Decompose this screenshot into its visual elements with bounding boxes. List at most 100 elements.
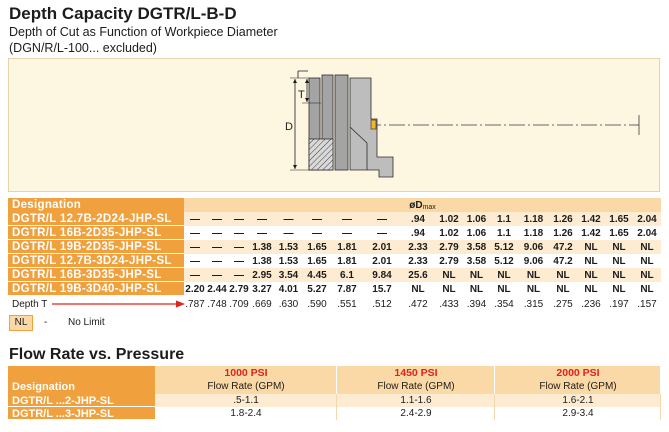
depth-t-value-cell: .157 xyxy=(633,296,662,312)
depth-value-cell: — xyxy=(184,254,206,268)
depth-value-cell: 1.26 xyxy=(549,212,577,226)
workpiece-disc xyxy=(334,74,349,171)
depth-value-cell: NL xyxy=(605,254,633,268)
depth-value-cell: — xyxy=(228,226,250,240)
depth-table-header: Designation øDmax xyxy=(8,198,662,212)
depth-value-cell: 4.01 xyxy=(274,282,303,296)
depth-t-value-cell: .590 xyxy=(303,296,331,312)
flow-value-cell: 2.9-3.4 xyxy=(495,407,661,420)
tool-diagram: T D xyxy=(285,70,640,178)
depth-value-cell: — xyxy=(206,240,228,254)
exclusion-note: (DGN/R/L-100... excluded) xyxy=(9,41,157,55)
depth-value-cell: — xyxy=(331,226,363,240)
depth-table-row: DGTR/L 12.7B-2D24-JHP-SL — — — — — — — — .94 1.02 1… xyxy=(8,212,662,226)
depth-value-cell: 1.02 xyxy=(435,212,463,226)
depth-value-cell: 1.53 xyxy=(274,240,303,254)
designation-cell: DGTR/L 16B-3D35-JHP-SL xyxy=(8,268,184,282)
depth-table-row: DGTR/L 12.7B-3D24-JHP-SL — — —1.38 1.53 1.65 1… xyxy=(8,254,662,268)
legend-meaning: No Limit xyxy=(68,317,105,328)
depth-value-cell: — xyxy=(184,268,206,282)
depth-value-cell: 9.84 xyxy=(363,268,401,282)
depth-t-value-cell: .748 xyxy=(206,296,228,312)
cutting-insert xyxy=(370,119,377,130)
depth-value-cell: 2.04 xyxy=(633,212,662,226)
pressure-column-header: 2000 PSI Flow Rate (GPM) xyxy=(495,366,661,394)
depth-t-value-cell: .512 xyxy=(363,296,401,312)
depth-value-cell: NL xyxy=(518,268,549,282)
flow-table-header: Designation 1000 PSI Flow Rate (GPM) 145… xyxy=(8,366,661,394)
dmax-header-main: øD xyxy=(409,199,423,211)
depth-value-cell: 2.20 xyxy=(184,282,206,296)
tool-clearance-edge xyxy=(349,126,368,170)
dimension-d: D xyxy=(285,77,309,171)
depth-value-cell: 2.79 xyxy=(435,240,463,254)
depth-table-row: DGTR/L 19B-3D40-JHP-SL 2.20 2.44 2.79 3.27 4.… xyxy=(8,282,662,296)
depth-value-cell: NL xyxy=(605,268,633,282)
depth-value-cell: — xyxy=(228,254,250,268)
depth-value-cell: — xyxy=(274,226,303,240)
depth-value-cell: 4.45 xyxy=(303,268,331,282)
depth-value-cell: 2.01 xyxy=(363,254,401,268)
depth-value-cell: 3.54 xyxy=(274,268,303,282)
depth-value-cell: — xyxy=(228,268,250,282)
depth-value-cell: NL xyxy=(463,282,490,296)
flow-table-row: DGTR/L ...2-JHP-SL .5-1.1 1.1-1.6 1.6-2.… xyxy=(8,394,661,407)
depth-value-cell: NL xyxy=(549,268,577,282)
depth-value-cell: 1.65 xyxy=(605,212,633,226)
designation-cell: DGTR/L 19B-2D35-JHP-SL xyxy=(8,240,184,254)
depth-value-cell: NL xyxy=(577,282,605,296)
depth-t-value-cell: .787 xyxy=(184,296,206,312)
designation-cell: DGTR/L 16B-2D35-JHP-SL xyxy=(8,226,184,240)
depth-value-cell: 1.38 xyxy=(250,254,274,268)
depth-value-cell: — xyxy=(228,212,250,226)
depth-value-cell: — xyxy=(184,240,206,254)
depth-value-cell: NL xyxy=(490,282,518,296)
depth-value-cell: 3.27 xyxy=(250,282,274,296)
nl-legend-swatch: NL xyxy=(9,315,33,331)
flow-table-row: DGTR/L ...3-JHP-SL 1.8-2.4 2.4-2.9 2.9-3… xyxy=(8,407,661,420)
depth-value-cell: 3.58 xyxy=(463,240,490,254)
designation-cell: DGTR/L ...3-JHP-SL xyxy=(8,407,155,420)
depth-value-cell: NL xyxy=(633,254,662,268)
depth-value-cell: 9.06 xyxy=(518,240,549,254)
depth-value-cell: 1.81 xyxy=(331,254,363,268)
depth-value-cell: NL xyxy=(463,268,490,282)
depth-value-cell: — xyxy=(206,226,228,240)
depth-value-cell: NL xyxy=(401,282,435,296)
depth-direction-arrow xyxy=(52,300,185,308)
depth-t-value-cell: .709 xyxy=(228,296,250,312)
depth-value-cell: 1.26 xyxy=(549,226,577,240)
depth-value-cell: NL xyxy=(577,268,605,282)
depth-value-cell: 1.65 xyxy=(303,240,331,254)
depth-value-cell: 5.12 xyxy=(490,254,518,268)
dimension-t-bracket xyxy=(297,70,308,78)
dmax-header-subscript: max xyxy=(422,203,436,211)
flow-value-cell: 2.4-2.9 xyxy=(337,407,495,420)
depth-value-cell: 1.1 xyxy=(490,226,518,240)
depth-value-cell: NL xyxy=(633,282,662,296)
arrow-head xyxy=(176,300,185,308)
depth-value-cell: — xyxy=(206,268,228,282)
depth-t-value-cell: .472 xyxy=(401,296,435,312)
depth-value-cell: — xyxy=(184,226,206,240)
depth-value-cell: — xyxy=(363,212,401,226)
depth-value-cell: — xyxy=(184,212,206,226)
flow-rate-unit-label: Flow Rate (GPM) xyxy=(207,381,285,392)
depth-t-section: Depth T .787.748.709.669.630.590.551.512… xyxy=(8,296,662,312)
depth-value-cell: 5.27 xyxy=(303,282,331,296)
depth-value-cell: NL xyxy=(633,268,662,282)
depth-value-cell: 3.58 xyxy=(463,254,490,268)
depth-value-cell: NL xyxy=(605,282,633,296)
designation-cell: DGTR/L 19B-3D40-JHP-SL xyxy=(8,282,184,296)
depth-value-cell: 7.87 xyxy=(331,282,363,296)
depth-value-cell: NL xyxy=(490,268,518,282)
depth-value-cell: 2.79 xyxy=(228,282,250,296)
depth-value-cell: 1.06 xyxy=(463,226,490,240)
depth-value-cell: 47.2 xyxy=(549,254,577,268)
depth-value-cell: .94 xyxy=(401,226,435,240)
depth-value-cell: — xyxy=(303,226,331,240)
depth-capacity-table: Designation øDmax DGTR/L 12.7B-2D24-JHP-… xyxy=(8,198,662,312)
depth-value-cell: — xyxy=(206,212,228,226)
depth-table-row: DGTR/L 16B-3D35-JHP-SL — — —2.95 3.54 4.45 6.1… xyxy=(8,268,662,282)
depth-t-value-cell: .197 xyxy=(605,296,633,312)
